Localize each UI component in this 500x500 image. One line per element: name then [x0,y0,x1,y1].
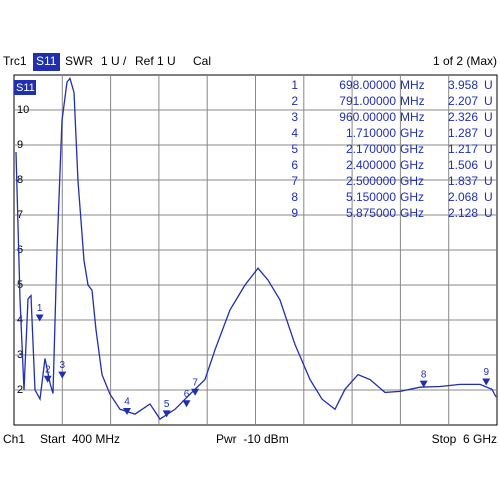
y-tick-label: 3 [17,349,23,361]
marker [191,388,200,396]
table-num: 2 [291,94,298,108]
table-value-unit: U [484,94,493,108]
start: Start 400 MHz [40,432,120,446]
y-tick-label: 9 [17,139,23,151]
y-tick-label: 8 [17,174,23,186]
table-value: 2.326 [448,110,478,124]
table-value-unit: U [484,158,493,172]
trace-badge: S11 [16,82,35,94]
table-value-unit: U [484,206,493,220]
table-num: 5 [291,142,298,156]
table-num: 9 [291,206,298,220]
trace-name: Trc1 [3,54,27,68]
marker [182,400,191,408]
table-freq: 2.500000 [346,174,396,188]
trace [15,77,497,420]
table-freq: 2.170000 [346,142,396,156]
table-unit: GHz [400,190,424,204]
table-freq: 2.400000 [346,158,396,172]
marker-label: 7 [192,377,198,388]
format: SWR [65,54,93,68]
table-value: 1.506 [448,158,478,172]
table-freq: 5.150000 [346,190,396,204]
trace-badge-box [14,80,36,95]
table-num: 1 [291,78,298,92]
power: Pwr -10 dBm [216,432,289,446]
marker [162,410,171,418]
marker [58,371,67,379]
table-freq: 791.00000 [339,94,396,108]
table-unit: GHz [400,126,424,140]
table-num: 6 [291,158,298,172]
table-freq: 960.00000 [339,110,396,124]
marker-label: 2 [45,364,51,375]
table-freq: 5.875000 [346,206,396,220]
table-num: 8 [291,190,298,204]
table-unit: MHz [400,78,425,92]
marker-label: 9 [483,367,489,378]
stop: Stop 6 GHz [432,432,497,446]
param[interactable]: S11 [36,54,57,68]
table-value: 1.217 [448,142,478,156]
marker-label: 4 [124,397,130,408]
table-value: 2.128 [448,206,478,220]
marker-label: 8 [421,369,427,380]
marker [43,375,52,383]
marker-label: 3 [60,360,66,371]
y-tick-label: 4 [17,314,23,326]
table-unit: MHz [400,110,425,124]
y-tick-label: 7 [17,209,23,221]
table-value-unit: U [484,110,493,124]
marker [482,378,491,386]
marker-label: 1 [37,303,43,314]
table-unit: GHz [400,158,424,172]
cal: Cal [193,54,211,68]
table-value: 3.958 [448,78,478,92]
page: 1 of 2 (Max) [433,54,497,68]
table-value: 2.207 [448,94,478,108]
table-value-unit: U [484,126,493,140]
y-tick-label: 6 [17,244,23,256]
ref: Ref 1 U [135,54,176,68]
table-unit: GHz [400,206,424,220]
table-freq: 1.710000 [346,126,396,140]
table-unit: GHz [400,174,424,188]
table-value: 2.068 [448,190,478,204]
scale: 1 U / [101,54,127,68]
table-value: 1.287 [448,126,478,140]
table-unit: MHz [400,94,425,108]
table-num: 3 [291,110,298,124]
marker-label: 5 [164,399,170,410]
marker [419,380,428,388]
table-freq: 698.00000 [339,78,396,92]
channel: Ch1 [3,432,25,446]
table-num: 4 [291,126,298,140]
marker [122,407,131,415]
table-unit: GHz [400,142,424,156]
param-badge[interactable] [33,53,60,71]
marker-label: 6 [184,389,190,400]
table-value-unit: U [484,174,493,188]
marker [35,314,44,322]
y-tick-label: 10 [17,104,29,116]
table-value-unit: U [484,78,493,92]
table-value: 1.837 [448,174,478,188]
table-value-unit: U [484,142,493,156]
y-tick-label: 2 [17,384,23,396]
table-value-unit: U [484,190,493,204]
table-num: 7 [291,174,298,188]
